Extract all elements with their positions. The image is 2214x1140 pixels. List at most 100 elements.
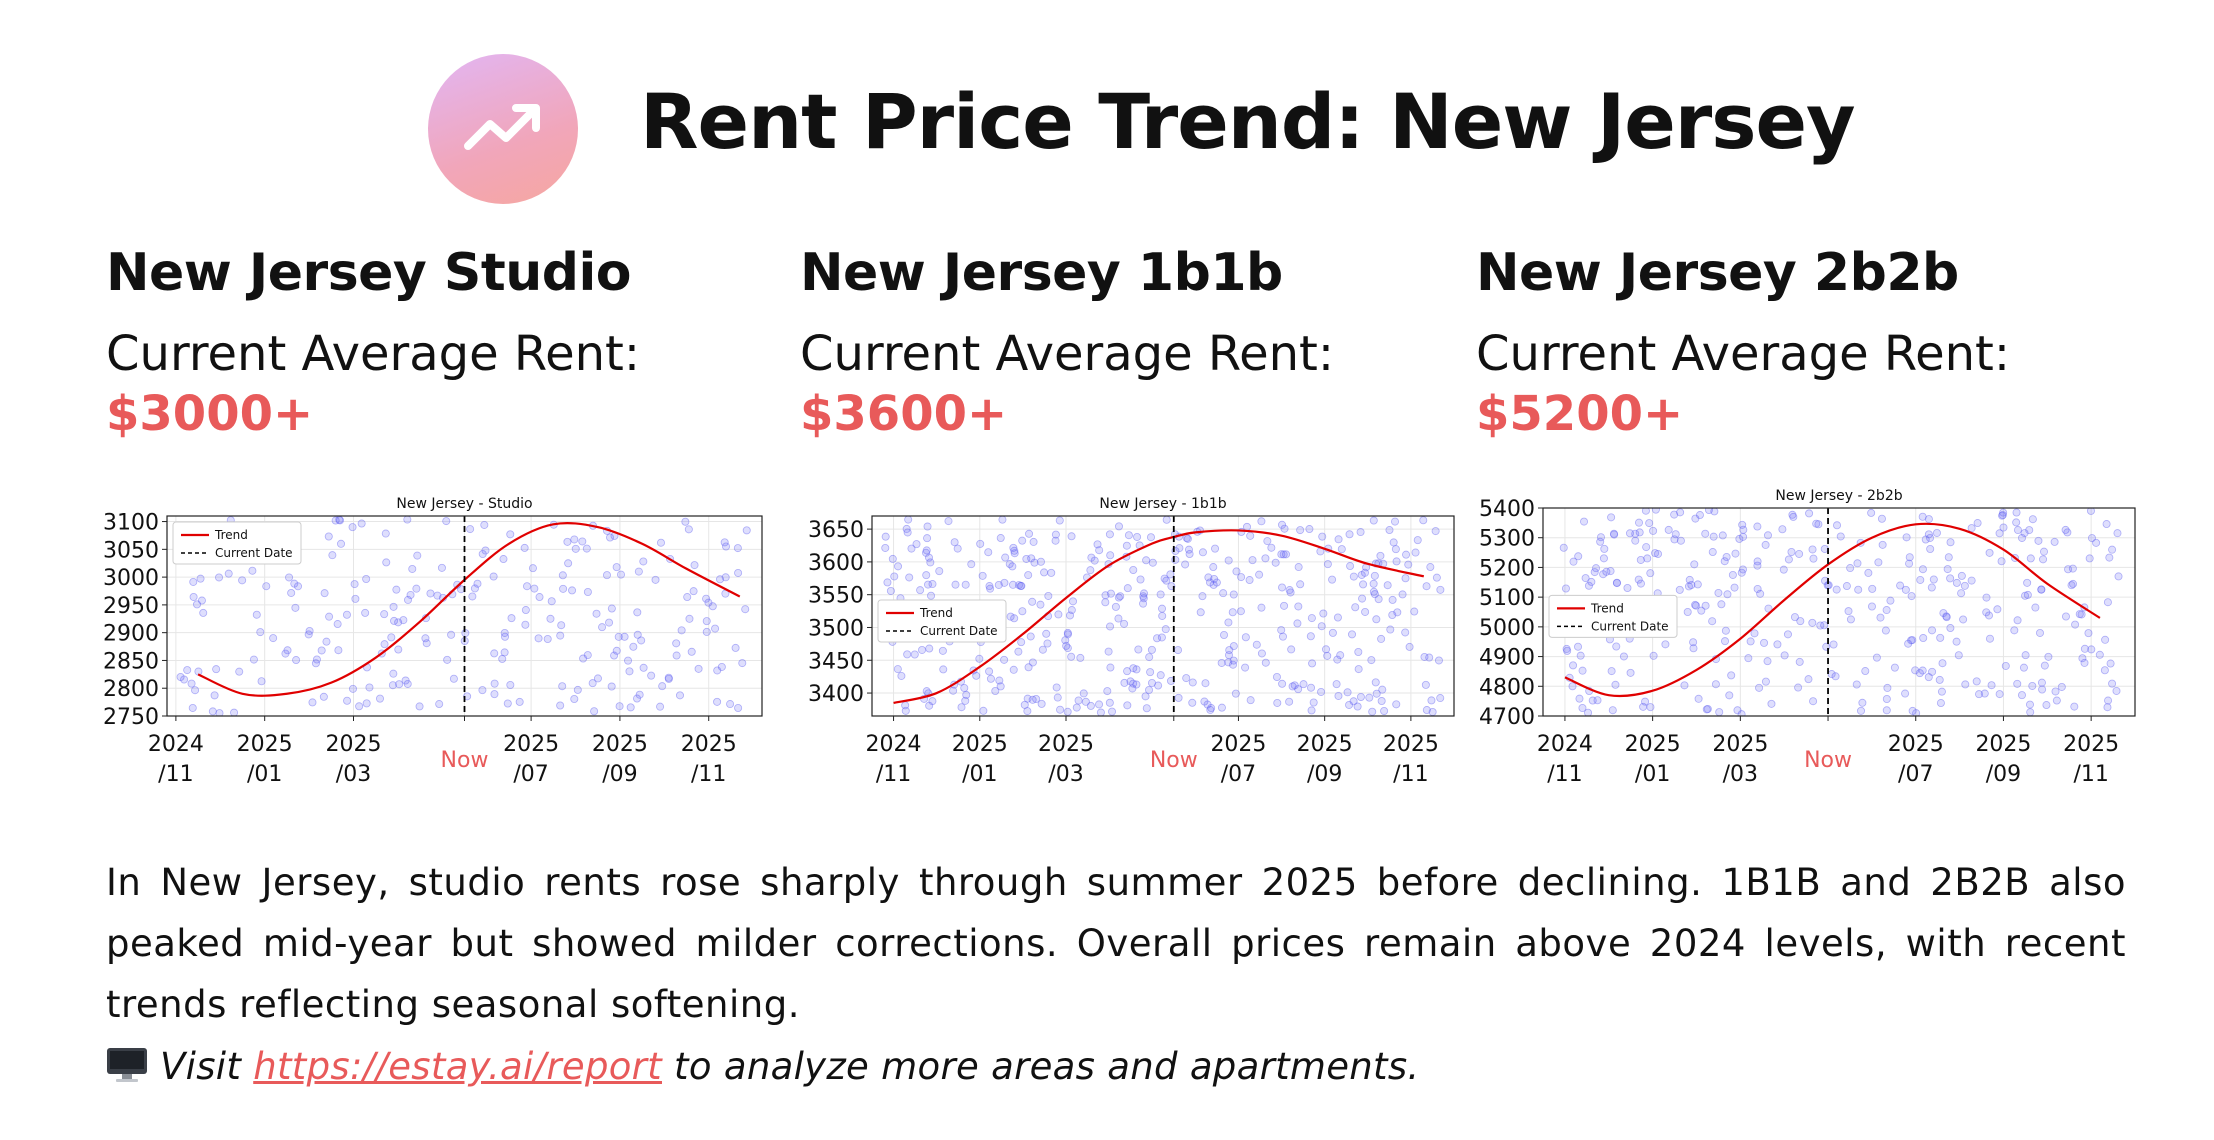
scatter-point (1790, 613, 1799, 622)
scatter-point (2108, 545, 2117, 554)
scatter-point (1156, 590, 1165, 599)
scatter-point (2013, 616, 2022, 625)
scatter-point (925, 644, 934, 653)
scatter-point (1142, 704, 1151, 713)
scatter-point (1695, 511, 1704, 520)
scatter-point (1106, 589, 1115, 598)
scatter-point (558, 571, 567, 580)
scatter-point (593, 674, 602, 683)
scatter-point (1288, 682, 1297, 691)
scatter-point (2077, 610, 2086, 619)
scatter-point (1607, 667, 1616, 676)
scatter-point (1307, 614, 1316, 623)
x-tick-label-line: /07 (513, 762, 548, 787)
scatter-point (1649, 526, 1658, 535)
scatter-point (1422, 706, 1431, 715)
scatter-point (1854, 585, 1863, 594)
scatter-point (189, 592, 198, 601)
scatter-point (1714, 588, 1723, 597)
scatter-point (1318, 532, 1327, 541)
scatter-point (1993, 605, 2002, 614)
scatter-point (1599, 554, 1608, 563)
scatter-point (583, 651, 592, 660)
scatter-point (1334, 535, 1343, 544)
scatter-point (1008, 580, 1017, 589)
scatter-point (1882, 606, 1891, 615)
scatter-point (1001, 553, 1010, 562)
x-tick-label: Now (1804, 748, 1852, 773)
scatter-point (612, 563, 621, 572)
scatter-point (1592, 564, 1601, 573)
scatter-point (978, 571, 987, 580)
scatter-point (1354, 665, 1363, 674)
scatter-point (1120, 678, 1129, 687)
scatter-point (1939, 609, 1948, 618)
scatter-point (1995, 529, 2004, 538)
scatter-point (1346, 562, 1355, 571)
scatter-point (380, 640, 389, 649)
scatter-point (1936, 699, 1945, 708)
scatter-point (578, 537, 587, 546)
scatter-point (1290, 681, 1299, 690)
y-tick-label: 4900 (1479, 646, 1535, 671)
scatter-point (361, 608, 370, 617)
scatter-point (501, 632, 510, 641)
scatter-point (1646, 569, 1655, 578)
scatter-point (910, 650, 919, 659)
scatter-point (1853, 559, 1862, 568)
scatter-point (1134, 645, 1143, 654)
scatter-point (1722, 552, 1731, 561)
scatter-point (473, 579, 482, 588)
scatter-point (362, 575, 371, 584)
scatter-point (308, 698, 317, 707)
scatter-point (1224, 618, 1233, 627)
scatter-point (647, 671, 656, 680)
scatter-point (2108, 679, 2117, 688)
scatter-point (1328, 575, 1337, 584)
scatter-point (1356, 528, 1365, 537)
scatter-point (2100, 666, 2109, 675)
scatter-point (2106, 659, 2115, 668)
scatter-point (1584, 581, 1593, 590)
scatter-point (1878, 540, 1887, 549)
scatter-point (1767, 699, 1776, 708)
scatter-point (1280, 524, 1289, 533)
scatter-point (319, 692, 328, 701)
scatter-point (2013, 679, 2022, 688)
scatter-point (1670, 510, 1679, 519)
scatter-point (1413, 536, 1422, 545)
scatter-point (447, 630, 456, 639)
legend-label: Trend (919, 606, 953, 620)
scatter-point (976, 539, 985, 548)
scatter-point (1820, 621, 1829, 630)
report-link[interactable]: https://estay.ai/report (253, 1045, 662, 1088)
scatter-point (590, 707, 599, 716)
x-tick-label-line: 2025 (1297, 732, 1353, 757)
scatter-point (1882, 695, 1891, 704)
scatter-point (403, 679, 412, 688)
scatter-point (1905, 553, 1914, 562)
scatter-point (1206, 705, 1215, 714)
scatter-point (926, 558, 935, 567)
scatter-point (1065, 611, 1074, 620)
scatter-point (1287, 645, 1296, 654)
x-tick-label: 2025/11 (2063, 732, 2119, 787)
scatter-point (624, 656, 633, 665)
scatter-point (664, 673, 673, 682)
scatter-point (528, 564, 537, 573)
scatter-point (985, 582, 994, 591)
scatter-point (1661, 640, 1670, 649)
scatter-point (1559, 543, 1568, 552)
scatter-point (507, 614, 516, 623)
scatter-point (1912, 709, 1921, 716)
scatter-point (320, 589, 329, 598)
scatter-point (1257, 649, 1266, 658)
scatter-point (176, 672, 185, 681)
scatter-point (1641, 508, 1650, 515)
scatter-point (1755, 683, 1764, 692)
scatter-point (1095, 700, 1104, 709)
y-tick-label: 2950 (103, 594, 159, 619)
scatter-point (546, 614, 555, 623)
scatter-point (1684, 582, 1693, 591)
